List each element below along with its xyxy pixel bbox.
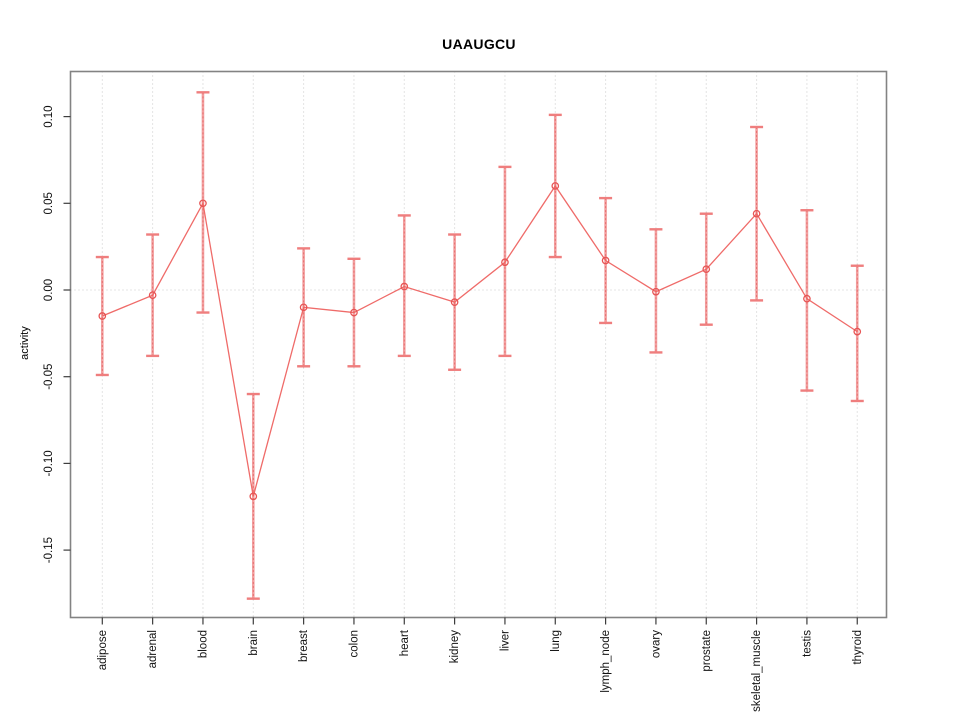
x-tick-label-thyroid: thyroid [852, 630, 864, 665]
data-point-kidney [450, 298, 459, 306]
series-line [102, 184, 858, 497]
data-point-lymph_node [601, 256, 610, 265]
plot-border [69, 70, 888, 619]
data-point-blood [199, 199, 207, 208]
error-bar-thyroid [850, 264, 864, 403]
x-tick-label-lung: lung [550, 630, 562, 652]
x-tick-label-breast: breast [298, 629, 310, 662]
data-point-lung [551, 182, 560, 190]
error-bar-heart [397, 214, 411, 358]
x-tick-label-colon: colon [348, 630, 360, 658]
x-tick-label-skeletal_muscle: skeletal_muscle [751, 630, 763, 712]
y-tick-label: -0.15 [43, 537, 55, 563]
y-tick-label: 0.00 [43, 279, 55, 301]
x-tick-label-adrenal: adrenal [147, 630, 159, 668]
data-point-breast [299, 303, 308, 312]
error-bar-ovary [649, 228, 663, 354]
data-point-testis [803, 294, 811, 303]
x-tick-label-liver: liver [499, 630, 511, 651]
x-tick-label-heart: heart [399, 629, 411, 656]
data-point-heart [400, 282, 409, 291]
y-tick-label: -0.05 [43, 364, 55, 390]
data-point-adrenal [148, 291, 157, 300]
data-point-ovary [652, 287, 660, 296]
y-tick-label: 0.05 [43, 192, 55, 214]
x-tick-label-adipose: adipose [97, 630, 109, 670]
x-tick-label-blood: blood [197, 630, 209, 658]
data-point-skeletal_muscle [752, 209, 761, 218]
data-point-brain [249, 492, 258, 501]
x-tick-label-testis: testis [801, 630, 813, 657]
data-point-colon [350, 308, 358, 317]
y-tick-label: -0.10 [43, 450, 55, 476]
error-bar-testis [800, 209, 814, 392]
x-tick-label-kidney: kidney [449, 630, 461, 663]
x-tick-label-ovary: ovary [650, 630, 662, 658]
data-point-thyroid [853, 327, 862, 336]
y-tick-label: 0.10 [43, 105, 55, 127]
data-point-adipose [98, 312, 107, 320]
data-point-liver [501, 258, 509, 267]
x-tick-label-prostate: prostate [701, 630, 713, 672]
x-tick-label-brain: brain [248, 630, 260, 656]
data-point-prostate [702, 265, 711, 274]
x-tick-label-lymph_node: lymph_node [600, 630, 612, 693]
chart-title: UAAUGCU [442, 36, 516, 52]
